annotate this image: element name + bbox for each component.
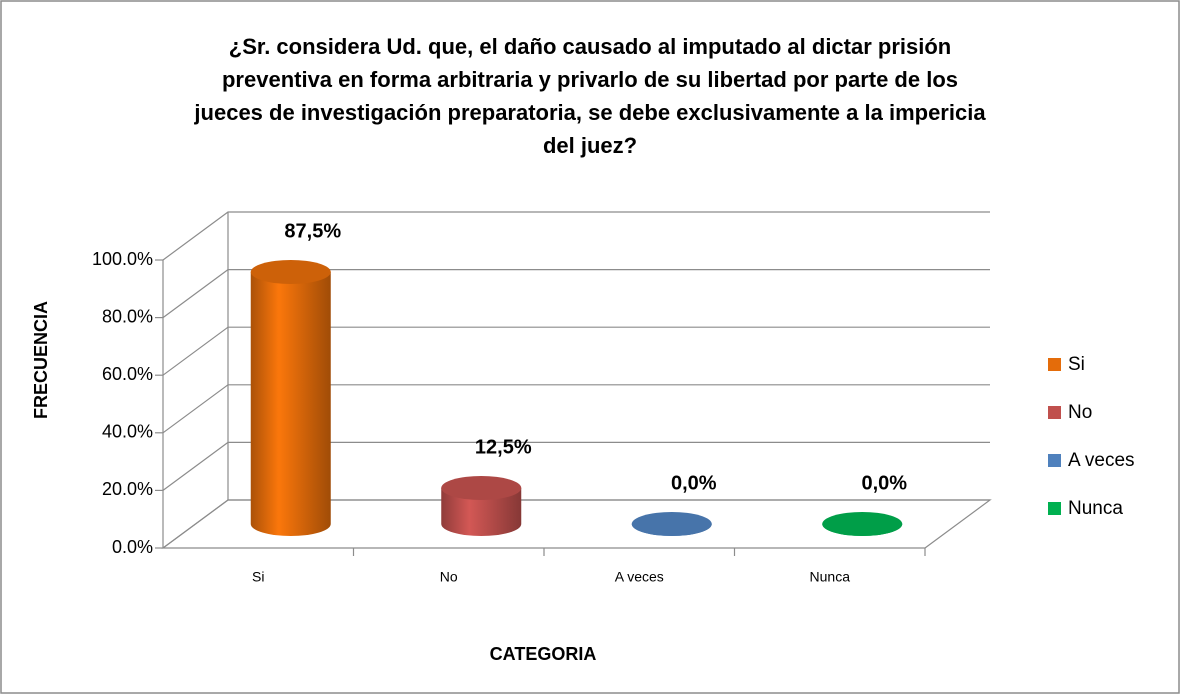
y-tick-label: 40.0%: [102, 422, 153, 442]
legend-label: A veces: [1068, 450, 1135, 471]
grid-line: [162, 441, 990, 491]
y-tick-label: 100.0%: [92, 249, 153, 269]
grid-line: [162, 269, 990, 319]
y-tick-label: 0.0%: [112, 537, 153, 557]
bar-top: [250, 260, 331, 284]
legend-swatch: [1048, 502, 1061, 515]
grid-line: [162, 384, 990, 434]
chart-title: preventiva en forma arbitraria y privarl…: [222, 67, 958, 92]
x-tick-label: A veces: [615, 569, 664, 585]
y-tick-label: 20.0%: [102, 479, 153, 499]
bar: [441, 488, 522, 536]
legend-swatch: [1048, 454, 1061, 467]
value-label: 87,5%: [284, 220, 341, 242]
x-tick-label: Si: [252, 569, 264, 585]
grid-line: [162, 211, 990, 261]
legend-label: Nunca: [1068, 498, 1123, 519]
bar: [250, 272, 331, 536]
legend-swatch: [1048, 406, 1061, 419]
bar-top: [631, 512, 712, 536]
bar-top: [441, 476, 522, 500]
y-tick-label: 80.0%: [102, 306, 153, 326]
chart-title: ¿Sr. considera Ud. que, el daño causado …: [229, 34, 952, 59]
value-label: 12,5%: [475, 436, 532, 458]
y-tick-label: 60.0%: [102, 364, 153, 384]
value-label: 0,0%: [861, 472, 907, 494]
bar-top: [822, 512, 903, 536]
chart-title: del juez?: [543, 133, 637, 158]
y-axis-title: FRECUENCIA: [31, 301, 51, 419]
legend-label: Si: [1068, 354, 1085, 375]
grid-line: [162, 326, 990, 376]
grid-line: [162, 499, 990, 549]
legend-label: No: [1068, 402, 1092, 423]
x-tick-label: Nunca: [810, 569, 851, 585]
x-tick-label: No: [440, 569, 458, 585]
value-label: 0,0%: [671, 472, 717, 494]
legend-swatch: [1048, 358, 1061, 371]
chart-title: jueces de investigación preparatoria, se…: [193, 100, 986, 125]
x-axis-title: CATEGORIA: [490, 644, 597, 664]
